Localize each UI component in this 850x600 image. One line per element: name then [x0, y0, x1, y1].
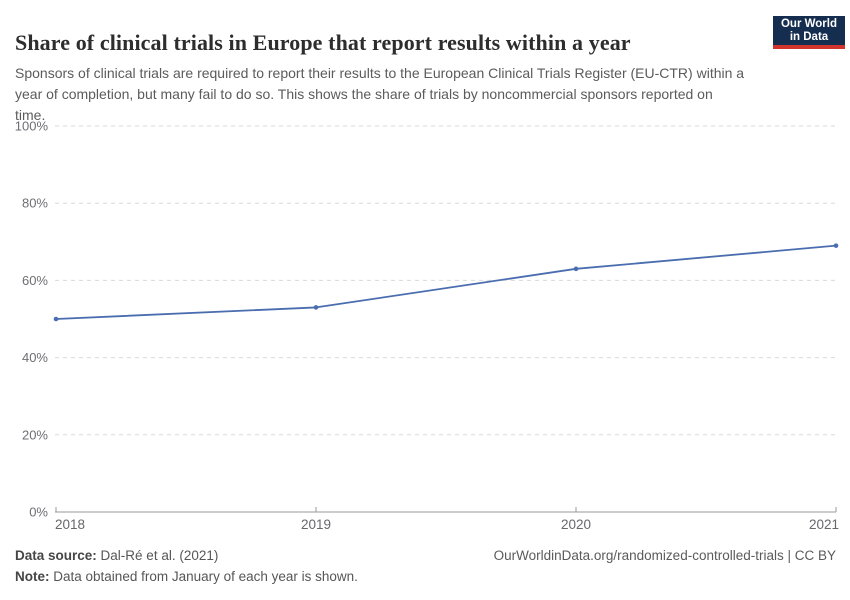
- page-title: Share of clinical trials in Europe that …: [15, 29, 631, 55]
- x-axis-label: 2021: [809, 517, 839, 532]
- note-value: Data obtained from January of each year …: [53, 569, 358, 584]
- y-axis-label: 20%: [22, 427, 48, 442]
- footer-note: Note: Data obtained from January of each…: [15, 569, 358, 584]
- data-source-value: Dal-Ré et al. (2021): [100, 548, 219, 563]
- chart-subtitle: Sponsors of clinical trials are required…: [15, 65, 745, 123]
- owid-logo-line2: in Data: [789, 30, 829, 43]
- x-axis-label: 2020: [561, 517, 591, 532]
- y-axis-label: 0%: [29, 505, 48, 520]
- data-point[interactable]: [313, 305, 319, 310]
- y-axis-label: 60%: [22, 273, 48, 288]
- data-point[interactable]: [573, 266, 579, 272]
- data-source-label: Data source:: [15, 548, 97, 563]
- data-point[interactable]: [53, 316, 59, 322]
- x-axis-label: 2018: [55, 517, 85, 532]
- y-axis-label: 100%: [15, 119, 49, 134]
- x-axis-label: 2019: [301, 517, 331, 532]
- y-axis-label: 40%: [22, 350, 48, 365]
- y-axis-label: 80%: [22, 196, 48, 211]
- footer-attribution: OurWorldinData.org/randomized-controlled…: [493, 548, 836, 563]
- owid-logo: Our World in Data: [773, 16, 845, 49]
- owid-logo-line1: Our World: [780, 17, 837, 30]
- series-line[interactable]: [55, 244, 837, 320]
- data-point[interactable]: [833, 243, 839, 248]
- note-label: Note:: [15, 569, 50, 584]
- footer-data-source: Data source: Dal-Ré et al. (2021): [15, 548, 218, 563]
